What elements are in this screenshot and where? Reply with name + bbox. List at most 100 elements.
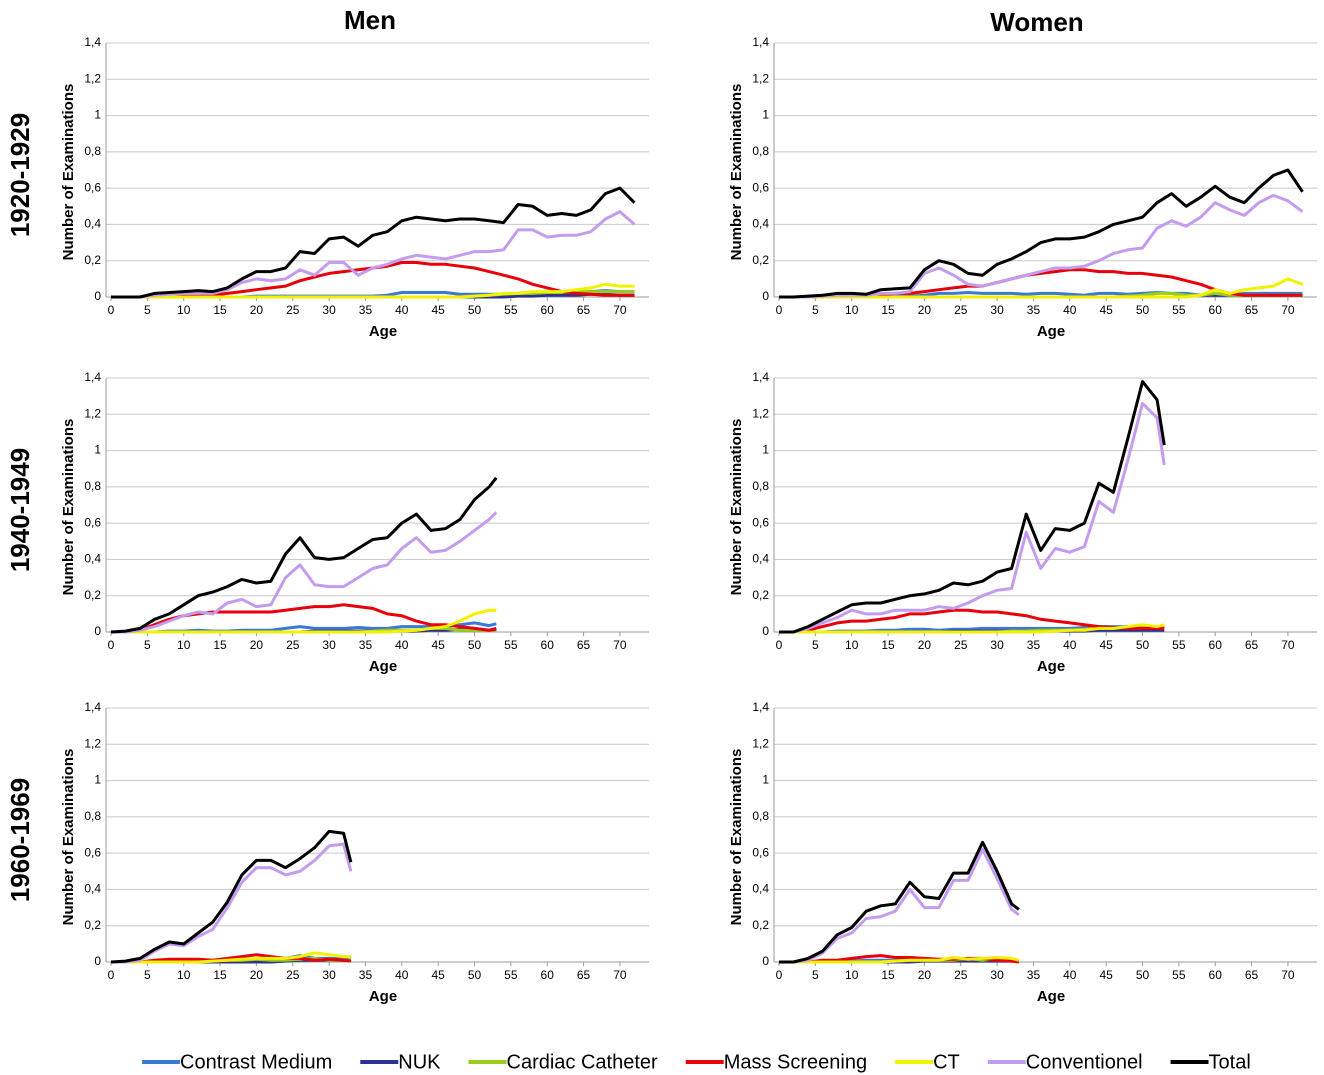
y-tick-label: 1,4 bbox=[752, 370, 769, 384]
y-tick-label: 0,6 bbox=[752, 845, 769, 859]
y-tick-label: 0,6 bbox=[752, 180, 769, 194]
series-line bbox=[779, 623, 1165, 634]
x-tick-label: 60 bbox=[541, 303, 555, 317]
x-tick-label: 40 bbox=[395, 638, 409, 652]
y-tick-label: 0,4 bbox=[84, 882, 101, 896]
x-tick-label: 25 bbox=[286, 968, 300, 982]
column-header: Women bbox=[990, 7, 1083, 37]
legend-label: NUK bbox=[398, 1051, 441, 1073]
x-tick-label: 5 bbox=[812, 303, 819, 317]
x-tick-label: 60 bbox=[1209, 638, 1223, 652]
x-tick-label: 70 bbox=[613, 303, 627, 317]
y-tick-label: 0,6 bbox=[752, 515, 769, 529]
x-tick-label: 0 bbox=[776, 638, 783, 652]
x-tick-label: 25 bbox=[954, 638, 968, 652]
x-tick-label: 45 bbox=[1099, 638, 1113, 652]
x-tick-label: 20 bbox=[918, 638, 932, 652]
x-tick-label: 45 bbox=[431, 968, 445, 982]
x-tick-label: 20 bbox=[918, 303, 932, 317]
x-axis-label: Age bbox=[369, 988, 397, 1005]
panel: 0 0,2 0,4 0,6 0,8 1 1,2 1,4 0 5 10 15 20 25 30 35 40 45 50… bbox=[728, 700, 1317, 1005]
y-tick-label: 0,8 bbox=[84, 809, 101, 823]
x-tick-label: 5 bbox=[144, 303, 151, 317]
x-tick-label: 30 bbox=[990, 968, 1004, 982]
x-tick-label: 40 bbox=[1063, 638, 1077, 652]
series-line bbox=[111, 608, 497, 634]
y-tick-label: 1,2 bbox=[84, 406, 101, 420]
x-tick-label: 35 bbox=[359, 968, 373, 982]
x-tick-label: 15 bbox=[881, 303, 895, 317]
y-tick-label: 1 bbox=[762, 773, 769, 787]
x-tick-label: 15 bbox=[213, 303, 227, 317]
y-axis-label: Number of Examinations bbox=[728, 419, 745, 596]
x-tick-label: 50 bbox=[468, 303, 482, 317]
x-tick-label: 60 bbox=[1209, 968, 1223, 982]
x-axis-label: Age bbox=[1037, 988, 1065, 1005]
y-axis-label: Number of Examinations bbox=[60, 749, 77, 926]
y-tick-label: 0,8 bbox=[84, 479, 101, 493]
legend: Contrast Medium NUK Cardiac Catheter Mass S… bbox=[142, 1051, 1251, 1073]
x-tick-label: 10 bbox=[177, 303, 191, 317]
x-tick-label: 15 bbox=[881, 968, 895, 982]
y-tick-label: 0,2 bbox=[84, 253, 101, 267]
series-line bbox=[111, 842, 353, 964]
panel: 0 0,2 0,4 0,6 0,8 1 1,2 1,4 0 5 10 15 20 25 30 35 40 45 50… bbox=[728, 370, 1317, 675]
y-tick-label: 0 bbox=[94, 624, 101, 638]
x-axis-label: Age bbox=[369, 323, 397, 340]
series-line bbox=[779, 956, 1020, 964]
x-tick-label: 70 bbox=[1281, 638, 1295, 652]
x-tick-label: 55 bbox=[504, 303, 518, 317]
y-tick-label: 0,4 bbox=[752, 217, 769, 231]
series-line bbox=[110, 476, 498, 634]
series-line bbox=[779, 848, 1020, 964]
x-tick-label: 5 bbox=[812, 968, 819, 982]
x-tick-label: 60 bbox=[541, 968, 555, 982]
x-tick-label: 0 bbox=[108, 303, 115, 317]
x-tick-label: 65 bbox=[577, 968, 591, 982]
x-tick-label: 50 bbox=[1136, 303, 1150, 317]
x-tick-label: 40 bbox=[1063, 968, 1077, 982]
x-tick-label: 5 bbox=[812, 638, 819, 652]
y-tick-label: 0 bbox=[94, 289, 101, 303]
x-tick-label: 30 bbox=[322, 638, 336, 652]
x-tick-label: 35 bbox=[1027, 968, 1041, 982]
y-tick-label: 1 bbox=[94, 443, 101, 457]
panel: 0 0,2 0,4 0,6 0,8 1 1,2 1,4 0 5 10 15 20 25 30 35 40 45 50… bbox=[728, 35, 1317, 340]
x-tick-label: 55 bbox=[1172, 638, 1186, 652]
x-tick-label: 25 bbox=[286, 638, 300, 652]
series-line bbox=[111, 951, 351, 964]
x-tick-label: 60 bbox=[541, 638, 555, 652]
y-tick-label: 1,2 bbox=[84, 736, 101, 750]
panel: 0 0,2 0,4 0,6 0,8 1 1,2 1,4 0 5 10 15 20 25 30 35 40 45 50… bbox=[60, 35, 649, 340]
legend-label: CT bbox=[933, 1051, 960, 1073]
y-tick-label: 0,2 bbox=[752, 253, 769, 267]
x-tick-label: 10 bbox=[845, 638, 859, 652]
y-tick-label: 0,6 bbox=[84, 845, 101, 859]
x-tick-label: 55 bbox=[504, 638, 518, 652]
y-tick-label: 1 bbox=[94, 773, 101, 787]
x-tick-label: 45 bbox=[431, 303, 445, 317]
x-tick-label: 15 bbox=[881, 638, 895, 652]
y-tick-label: 1,2 bbox=[752, 71, 769, 85]
series-line bbox=[111, 210, 636, 299]
series-line bbox=[779, 380, 1166, 634]
legend-label: Total bbox=[1209, 1051, 1251, 1073]
x-tick-label: 25 bbox=[954, 968, 968, 982]
series-line bbox=[779, 401, 1166, 634]
y-tick-label: 0 bbox=[762, 624, 769, 638]
series-line bbox=[779, 840, 1020, 964]
y-tick-label: 0,8 bbox=[752, 809, 769, 823]
x-tick-label: 0 bbox=[108, 638, 115, 652]
y-tick-label: 0,8 bbox=[752, 144, 769, 158]
x-axis-label: Age bbox=[1037, 658, 1065, 675]
x-tick-label: 65 bbox=[577, 638, 591, 652]
x-tick-label: 5 bbox=[144, 638, 151, 652]
x-tick-label: 65 bbox=[1245, 968, 1259, 982]
x-tick-label: 40 bbox=[1063, 303, 1077, 317]
column-header: Men bbox=[344, 5, 396, 35]
y-tick-label: 0,2 bbox=[752, 918, 769, 932]
x-tick-label: 15 bbox=[213, 968, 227, 982]
x-tick-label: 50 bbox=[468, 968, 482, 982]
